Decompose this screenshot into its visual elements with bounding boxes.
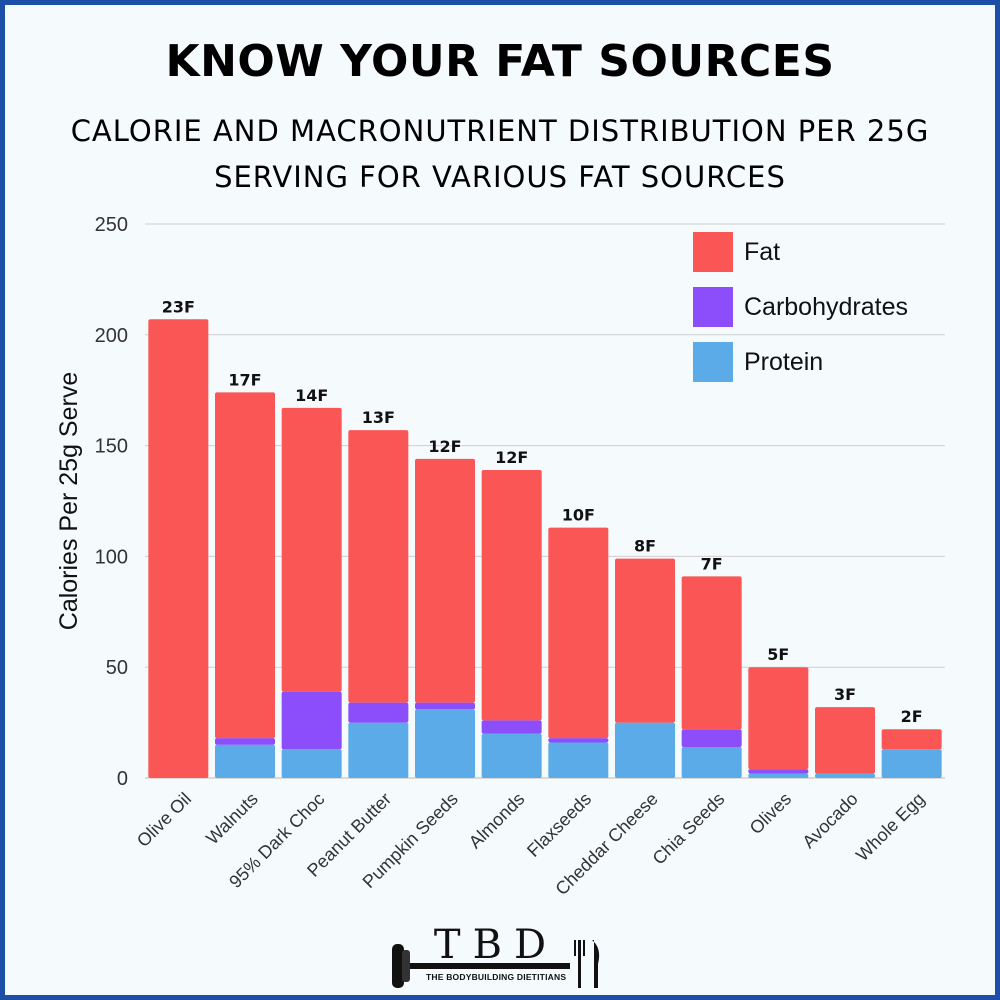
bar-segment-carbohydrates: [548, 738, 609, 743]
bar-segment-protein: [815, 773, 875, 778]
legend-label: Fat: [744, 238, 780, 266]
x-category-label: Chia Seeds: [649, 789, 729, 869]
barbell-bar-icon: [410, 963, 570, 969]
bar-segment-fat: [681, 576, 742, 730]
legend-swatch-fat: [693, 232, 733, 272]
bar-segment-fat: [215, 392, 275, 739]
bar-data-label: 14F: [295, 386, 328, 405]
bar-data-label: 5F: [767, 645, 789, 664]
x-category-label: Avocado: [798, 789, 861, 852]
bar-segment-fat: [481, 469, 542, 721]
x-category-label: Olives: [746, 789, 796, 839]
y-tick-label: 250: [95, 214, 128, 236]
bar-segment-carbohydrates: [415, 702, 475, 710]
x-category-label: Almonds: [465, 789, 529, 853]
bar-data-label: 17F: [228, 370, 261, 389]
bar-segment-carbohydrates: [481, 720, 542, 734]
barbell-plate-left-icon: [392, 944, 404, 988]
bar-data-label: 23F: [162, 297, 195, 316]
bar-segment-fat: [815, 707, 875, 774]
subtitle-line-2: SERVING FOR VARIOUS FAT SOURCES: [214, 160, 786, 194]
legend-label: Protein: [744, 348, 823, 376]
bar-segment-protein: [281, 749, 342, 778]
bar-segment-carbohydrates: [215, 738, 275, 745]
x-category-label: Flaxseeds: [523, 789, 595, 861]
y-tick-label: 200: [95, 325, 128, 347]
chart-title: KNOW YOUR FAT SOURCES: [165, 36, 835, 87]
y-axis-label: Calories Per 25g Serve: [55, 372, 83, 630]
bar-data-label: 8F: [634, 537, 656, 556]
bar-data-label: 10F: [562, 506, 595, 525]
bar-data-label: 7F: [701, 554, 723, 573]
bar-segment-protein: [548, 742, 609, 778]
y-tick-label: 50: [106, 657, 128, 679]
x-category-label: Olive Oil: [133, 789, 195, 851]
bar-data-label: 12F: [428, 437, 461, 456]
bar-data-label: 12F: [495, 448, 528, 467]
y-tick-label: 100: [95, 546, 128, 568]
bar-segment-protein: [348, 722, 409, 778]
subtitle-line-1: CALORIE AND MACRONUTRIENT DISTRIBUTION P…: [70, 114, 930, 148]
bar-segment-protein: [681, 746, 742, 778]
bar-segment-protein: [615, 722, 675, 778]
bar-segment-protein: [881, 749, 942, 778]
barbell-plate-left-inner-icon: [402, 950, 410, 982]
bar-segment-protein: [215, 744, 275, 778]
bar-data-label: 13F: [362, 408, 395, 427]
bar-data-label: 2F: [901, 707, 923, 726]
tbd-logo: TBD THE BODYBUILDING DIETITIANS: [392, 922, 600, 988]
bar-segment-protein: [748, 773, 809, 778]
legend-label: Carbohydrates: [744, 293, 908, 321]
y-tick-label: 0: [117, 768, 128, 790]
bar-segment-carbohydrates: [281, 691, 342, 750]
bar-segment-fat: [881, 729, 942, 750]
x-category-label: Walnuts: [202, 789, 262, 849]
legend-swatch-protein: [693, 342, 733, 382]
bar-segment-fat: [148, 319, 209, 778]
logo-letters: TBD: [434, 922, 558, 968]
bar-segment-carbohydrates: [748, 769, 809, 774]
bar-segment-carbohydrates: [681, 729, 742, 747]
bar-segment-fat: [548, 527, 609, 739]
bar-segment-fat: [281, 407, 342, 692]
bar-segment-fat: [748, 667, 809, 770]
bar-segment-carbohydrates: [348, 702, 409, 723]
bar-segment-fat: [615, 558, 675, 723]
y-tick-label: 150: [95, 436, 128, 458]
bar-segment-protein: [481, 733, 542, 778]
chart-subtitle: CALORIE AND MACRONUTRIENT DISTRIBUTION P…: [40, 108, 960, 200]
fork-icon: [578, 940, 581, 988]
x-category-label: Whole Egg: [852, 789, 928, 865]
knife-icon: [592, 940, 600, 988]
logo-tagline: THE BODYBUILDING DIETITIANS: [426, 972, 566, 982]
bar-data-label: 3F: [834, 685, 856, 704]
legend-swatch-carbohydrates: [693, 287, 733, 327]
bar-segment-protein: [415, 709, 475, 778]
bar-segment-fat: [348, 430, 409, 703]
bar-segment-fat: [415, 458, 475, 703]
